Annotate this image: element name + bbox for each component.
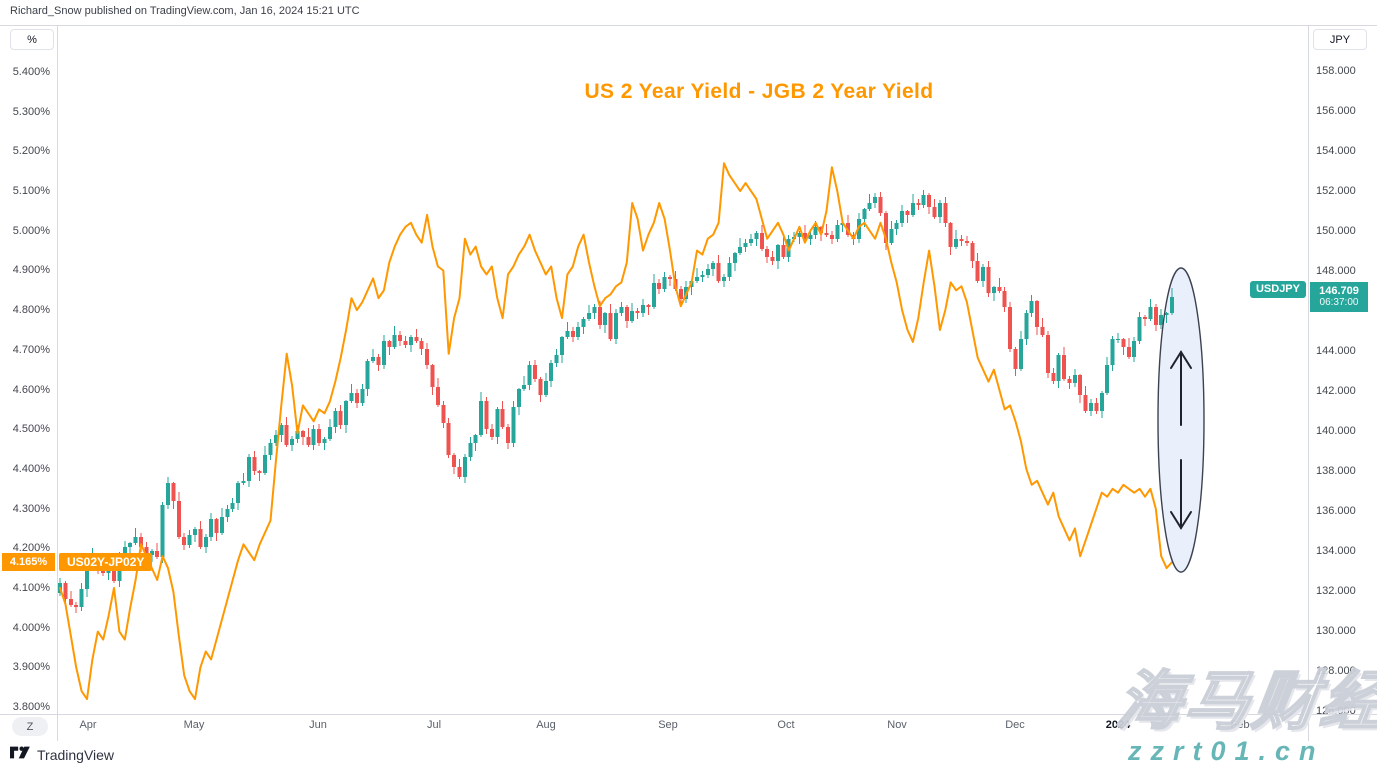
left-axis-tick: 4.900% [12, 264, 50, 277]
left-axis-tick: 5.000% [12, 224, 50, 237]
left-axis-tick: 4.500% [12, 423, 50, 436]
time-axis-tick: Jun [309, 719, 327, 731]
footer-logo[interactable]: TradingView [10, 744, 114, 766]
spread-axis-price-badge: 4.165% [2, 553, 55, 572]
arrow-down-icon [1170, 459, 1192, 530]
time-axis-tick: Sep [658, 719, 678, 731]
right-axis-tick: 138.000 [1316, 465, 1356, 477]
right-axis-tick: 142.000 [1316, 385, 1356, 397]
time-axis-tick: Aug [536, 719, 556, 731]
left-axis-tick: 3.800% [12, 701, 50, 714]
left-axis-tick: 4.600% [12, 383, 50, 396]
left-axis-tick: 3.900% [12, 661, 50, 674]
left-axis-tick: 4.700% [12, 343, 50, 356]
tradingview-logo-icon [10, 744, 31, 766]
right-axis-tick: 134.000 [1316, 545, 1356, 557]
usdjpy-countdown: 06:37:00 [1319, 297, 1359, 309]
usdjpy-axis-price-badge: 146.709 06:37:00 [1310, 281, 1368, 312]
right-axis-tick: 148.000 [1316, 265, 1356, 277]
right-axis-tick: 132.000 [1316, 585, 1356, 597]
arrow-up-icon [1170, 350, 1192, 426]
right-scale-unit-button[interactable]: JPY [1313, 29, 1367, 50]
tradingview-logo-text: TradingView [37, 747, 115, 763]
left-scale-unit-button[interactable]: % [10, 29, 54, 50]
chart-title: US 2 Year Yield - JGB 2 Year Yield [584, 80, 934, 103]
right-axis-tick: 150.000 [1316, 225, 1356, 237]
time-axis-tick: 2024 [1105, 719, 1131, 731]
right-axis-tick: 128.000 [1316, 665, 1356, 677]
usdjpy-symbol-label: USDJPY [1249, 280, 1306, 298]
time-axis-tick: Dec [1005, 719, 1025, 731]
right-axis-tick: 140.000 [1316, 425, 1356, 437]
right-axis-tick: 126.000 [1316, 705, 1356, 717]
time-axis-tick: Nov [887, 719, 907, 731]
right-axis-tick: 156.000 [1316, 105, 1356, 117]
left-axis-tick: 5.100% [12, 185, 50, 198]
timezone-button[interactable]: Z [12, 717, 48, 736]
left-axis-tick: 4.200% [12, 542, 50, 555]
watermark-site: zzrt01.cn [1128, 736, 1325, 766]
right-axis-tick: 158.000 [1316, 65, 1356, 77]
left-axis-tick: 4.800% [12, 304, 50, 317]
right-axis-tick: 154.000 [1316, 145, 1356, 157]
right-axis-tick: 152.000 [1316, 185, 1356, 197]
time-axis-tick: Feb [1230, 719, 1250, 731]
attribution: Richard_Snow published on TradingView.co… [10, 5, 360, 17]
time-axis-tick: Oct [777, 719, 795, 731]
time-axis-tick: May [183, 719, 205, 731]
right-axis-tick: 144.000 [1316, 345, 1356, 357]
right-axis-tick: 130.000 [1316, 625, 1356, 637]
left-axis-tick: 4.400% [12, 462, 50, 475]
spread-series-label: US02Y-JP02Y [59, 553, 153, 572]
time-axis-tick: Apr [79, 719, 97, 731]
left-axis-tick: 4.000% [12, 621, 50, 634]
watermark-brand: 海马财经 [1111, 664, 1377, 738]
left-axis-tick: 5.300% [12, 105, 50, 118]
right-axis-tick: 136.000 [1316, 505, 1356, 517]
left-axis-tick: 5.400% [12, 65, 50, 78]
usdjpy-last-price: 146.709 [1319, 284, 1359, 297]
left-axis-tick: 4.300% [12, 502, 50, 515]
left-axis-tick: 5.200% [12, 145, 50, 158]
time-axis-tick: Jul [427, 719, 442, 731]
left-axis-tick: 4.100% [12, 581, 50, 594]
